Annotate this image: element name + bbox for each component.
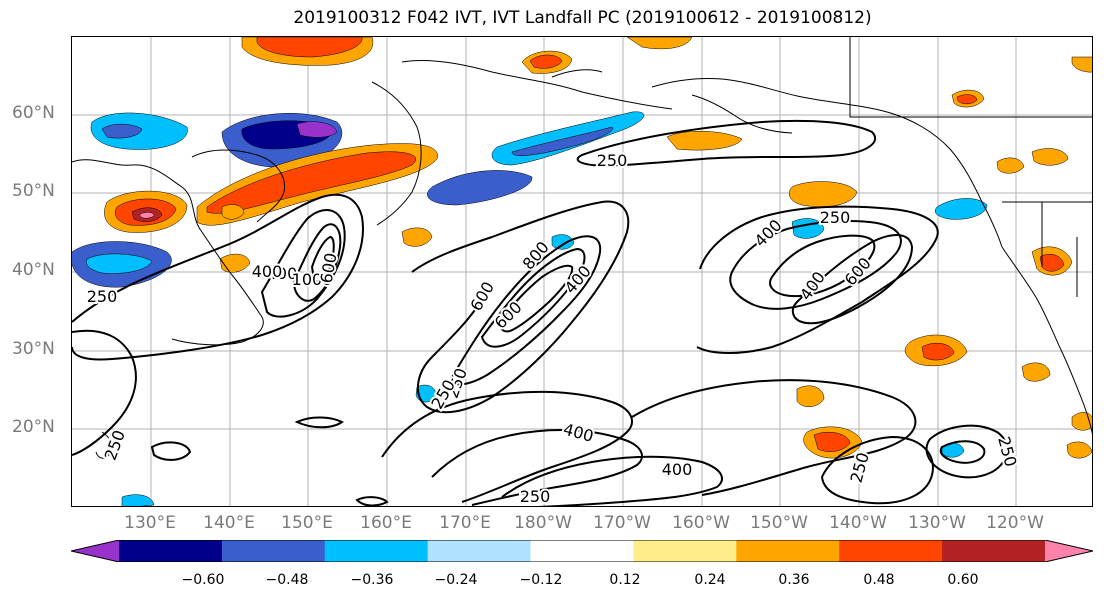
lon-label-170e: 170°E bbox=[439, 513, 491, 533]
colorbar-segment bbox=[633, 540, 737, 562]
colorbar-extend-low bbox=[71, 540, 119, 562]
contour-label: 400 bbox=[662, 460, 693, 479]
colorbar-tick-label: 0.24 bbox=[694, 572, 726, 588]
contour-label: 800 bbox=[519, 238, 553, 274]
colorbar-segment bbox=[839, 540, 943, 562]
colorbar-segment bbox=[221, 540, 326, 562]
colorbar-tick-label: 0.36 bbox=[778, 572, 810, 588]
colorbar-segment bbox=[736, 540, 840, 562]
contour-label: 250 bbox=[820, 208, 851, 227]
colorbar-tick-label: −0.48 bbox=[265, 572, 309, 588]
map-panel: 250 250 400 600 800 400 600 400 600 400 … bbox=[71, 36, 1093, 507]
ivt-contours bbox=[72, 119, 1008, 506]
map-canvas: 250 250 400 600 800 400 600 400 600 400 … bbox=[72, 37, 1092, 506]
lat-label-50n: 50°N bbox=[12, 181, 55, 201]
colorbar-segment bbox=[119, 540, 223, 562]
lat-label-40n: 40°N bbox=[12, 260, 55, 280]
contour-label: 250 bbox=[847, 450, 873, 484]
colorbar-segment bbox=[942, 540, 1046, 562]
lon-label-140e: 140°E bbox=[203, 513, 255, 533]
colorbar-segment bbox=[530, 540, 634, 562]
contour-label: 400 bbox=[267, 264, 298, 283]
positive-anomaly-fills bbox=[104, 37, 1092, 459]
colorbar-tick-label: −0.12 bbox=[519, 572, 563, 588]
contour-label: 600 bbox=[466, 278, 498, 314]
lon-label-150e: 150°E bbox=[281, 513, 333, 533]
lat-label-20n: 20°N bbox=[12, 417, 55, 437]
colorbar bbox=[71, 540, 1093, 562]
contour-label: 400 bbox=[252, 262, 283, 281]
contour-label: 250 bbox=[87, 287, 118, 306]
colorbar-tick-label: −0.36 bbox=[350, 572, 394, 588]
lon-label-150w: 150°W bbox=[750, 513, 808, 533]
political-boundaries bbox=[849, 37, 1092, 297]
contour-label: 250 bbox=[994, 434, 1020, 468]
lon-label-120w: 120°W bbox=[986, 513, 1044, 533]
contour-label: 250 bbox=[597, 151, 628, 170]
contour-label: 1000 bbox=[292, 270, 333, 289]
colorbar-segment bbox=[427, 540, 532, 562]
lat-label-30n: 30°N bbox=[12, 339, 55, 359]
contour-label: 600 bbox=[317, 251, 341, 284]
lon-label-140w: 140°W bbox=[829, 513, 887, 533]
lon-label-180w: 180°W bbox=[514, 513, 572, 533]
colorbar-tick-label: −0.24 bbox=[434, 572, 478, 588]
map-title: 2019100312 F042 IVT, IVT Landfall PC (20… bbox=[293, 8, 872, 28]
colorbar-tick-label: 0.12 bbox=[609, 572, 641, 588]
coastlines bbox=[72, 59, 1092, 459]
contour-label: 600 bbox=[491, 298, 526, 333]
lat-label-60n: 60°N bbox=[12, 103, 55, 123]
contour-label: 250 bbox=[520, 487, 551, 506]
lon-label-160e: 160°E bbox=[360, 513, 412, 533]
colorbar-extend-high bbox=[1045, 540, 1093, 562]
lon-label-130e: 130°E bbox=[124, 513, 176, 533]
colorbar-segment bbox=[324, 540, 429, 562]
lon-label-170w: 170°W bbox=[593, 513, 651, 533]
colorbar-tick-label: −0.60 bbox=[181, 572, 225, 588]
lon-label-130w: 130°W bbox=[908, 513, 966, 533]
colorbar-tick-label: 0.48 bbox=[863, 572, 895, 588]
contour-label: 400 bbox=[561, 420, 595, 446]
colorbar-tick-label: 0.60 bbox=[947, 572, 979, 588]
negative-anomaly-fills bbox=[72, 111, 988, 506]
lon-label-160w: 160°W bbox=[672, 513, 730, 533]
